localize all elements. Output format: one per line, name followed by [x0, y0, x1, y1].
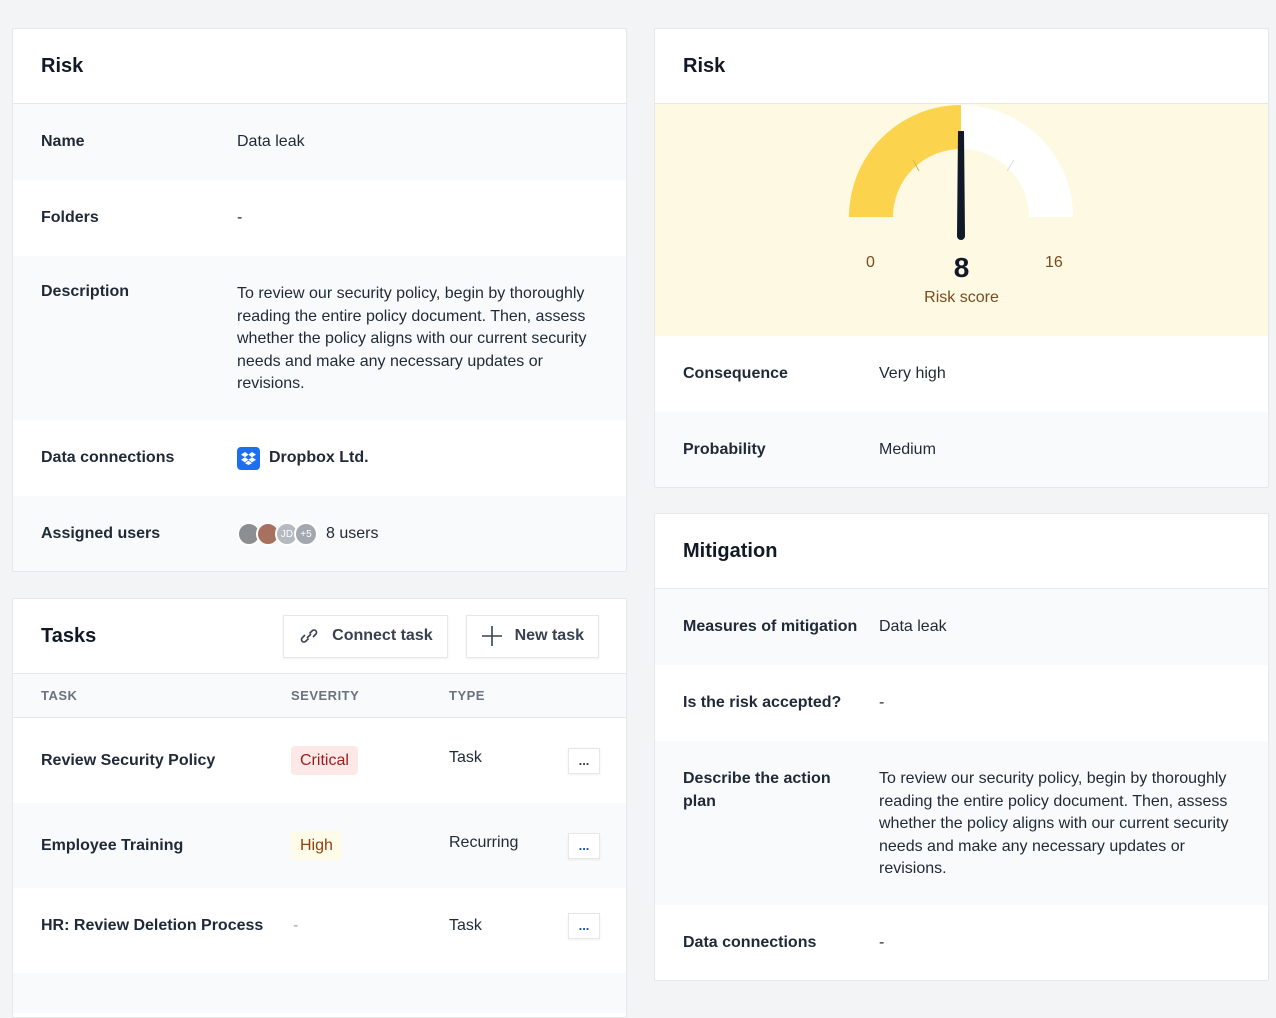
value: Data leak [879, 617, 947, 635]
more-options-button[interactable]: ... [568, 747, 600, 774]
label: Measures of mitigation [683, 618, 858, 635]
risk-score-value: 8 [953, 252, 970, 283]
row-measures: Measures of mitigation Data leak [655, 589, 1268, 665]
row-consequence: Consequence Very high [655, 336, 1268, 412]
avatar-group[interactable]: JD +5 [237, 522, 318, 546]
column-task[interactable]: TASK [41, 688, 78, 703]
task-name[interactable]: Employee Training [41, 836, 184, 854]
dropbox-link[interactable]: Dropbox Ltd. [269, 448, 369, 466]
avatar-overflow: +5 [294, 522, 318, 546]
link-icon [300, 629, 318, 643]
plus-icon [481, 626, 502, 646]
task-type: Recurring [449, 833, 519, 851]
label: Data connections [683, 934, 817, 951]
row-name: Name Data leak [13, 104, 626, 180]
label: Connect task [332, 627, 433, 644]
label: Assigned users [41, 525, 161, 542]
gauge-min: 0 [866, 254, 875, 271]
card-title: Risk [655, 29, 1268, 104]
new-task-button[interactable]: New task [465, 614, 599, 658]
label: New task [514, 627, 584, 644]
severity-badge: Critical [291, 745, 358, 775]
gauge-needle [957, 131, 965, 240]
row-data-connections: Data connections Dropbox Ltd. [13, 420, 626, 496]
risk-gauge: 0 16 8 Risk score [655, 104, 1268, 336]
column-severity[interactable]: SEVERITY [291, 688, 360, 703]
value: - [879, 693, 885, 711]
task-type: Task [449, 916, 482, 934]
row-description: Description To review our security policy… [13, 256, 626, 420]
column-type[interactable]: TYPE [449, 688, 485, 703]
table-row [13, 973, 626, 1013]
risk-score-label: Risk score [924, 289, 999, 306]
card-title: Risk [13, 29, 626, 104]
gauge-tick [912, 159, 920, 172]
gauge-svg [849, 105, 1073, 240]
table-row[interactable]: HR: Review Deletion Process - Task... [13, 888, 626, 973]
label: Consequence [683, 365, 788, 382]
value: To review our security policy, begin by … [237, 285, 587, 392]
table-row[interactable]: Employee Training High Recurring... [13, 803, 626, 888]
label: Probability [683, 441, 766, 458]
risk-details-card: Risk Name Data leak Folders - Description T… [12, 28, 627, 572]
row-folders: Folders - [13, 180, 626, 256]
gauge-max: 16 [1045, 254, 1063, 271]
connect-task-button[interactable]: Connect task [283, 614, 448, 658]
card-title: Mitigation [655, 514, 1268, 589]
value: To review our security policy, begin by … [879, 770, 1229, 877]
tasks-header: Tasks Connect task New task [13, 599, 626, 674]
row-risk-accepted: Is the risk accepted? - [655, 665, 1268, 741]
gauge-fill [849, 105, 962, 218]
value: Very high [879, 364, 946, 382]
value: Data leak [237, 132, 305, 150]
label: Data connections [41, 449, 175, 466]
severity-badge: High [291, 830, 342, 860]
row-probability: Probability Medium [655, 412, 1268, 487]
task-name[interactable]: Review Security Policy [41, 751, 216, 769]
task-name[interactable]: HR: Review Deletion Process [41, 916, 264, 934]
value: 8 users [326, 524, 379, 542]
row-assigned-users: Assigned users JD +5 8 users [13, 496, 626, 571]
value: - [879, 933, 885, 951]
dropbox-icon [237, 446, 260, 470]
label: Description [41, 283, 130, 300]
label: Is the risk accepted? [683, 694, 842, 711]
label: Folders [41, 209, 99, 226]
more-options-button[interactable]: ... [568, 832, 600, 859]
tasks-card: Tasks Connect task New task TASK SEVERITY… [12, 598, 627, 1018]
mitigation-card: Mitigation Measures of mitigation Data le… [654, 513, 1269, 981]
table-row[interactable]: Review Security Policy Critical Task... [13, 718, 626, 803]
table-header: TASK SEVERITY TYPE [13, 674, 626, 718]
severity: - [293, 916, 299, 934]
risk-score-card: Risk 0 16 8 Risk score Consequence Very h… [654, 28, 1269, 488]
value: - [237, 208, 243, 226]
label: Describe the action plan [683, 770, 831, 810]
more-options-button[interactable]: ... [568, 912, 600, 939]
card-title: Tasks [41, 624, 97, 647]
row-data-connections: Data connections - [655, 905, 1268, 980]
row-action-plan: Describe the action plan To review our se… [655, 741, 1268, 905]
task-type: Task [449, 748, 482, 766]
label: Name [41, 133, 85, 150]
gauge-tick [1006, 159, 1015, 172]
value: Medium [879, 440, 936, 458]
